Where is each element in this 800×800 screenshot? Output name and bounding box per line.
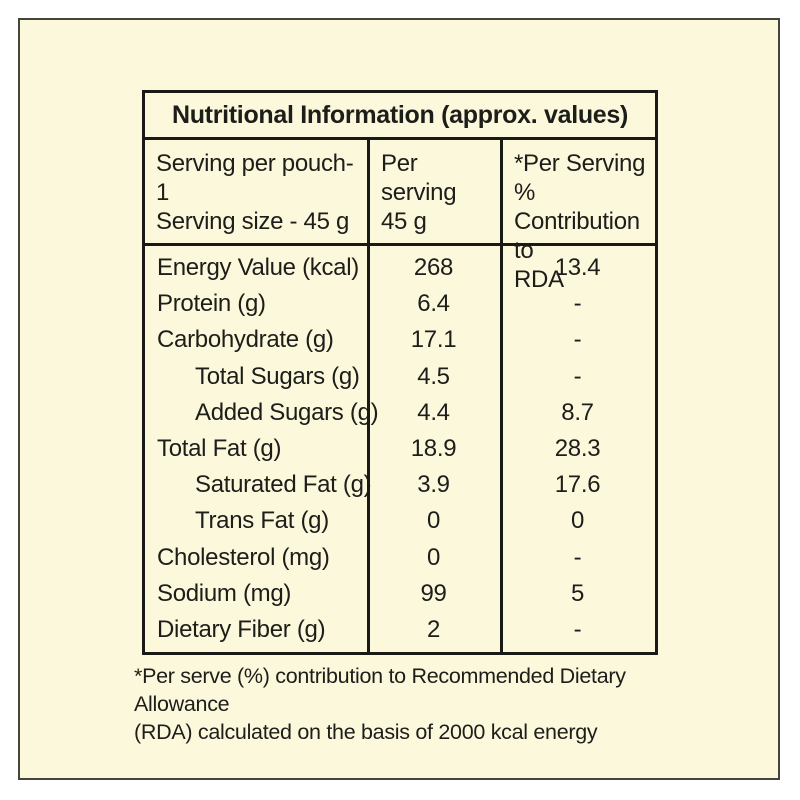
row-per-serving-value: 268 [413,254,454,282]
row-label: Sodium (mg) [157,579,292,607]
row-per-serving-value: 6.4 [417,290,450,318]
row-label: Protein (g) [157,290,266,318]
row-label: Energy Value (kcal) [157,254,359,282]
table-row-sodium: Sodium (mg) 99 5 [145,576,655,612]
label-frame: Nutritional Information (approx. values)… [18,18,780,780]
table-row-cholesterol: Cholesterol (mg) 0 - [145,540,655,576]
table-row-protein: Protein (g) 6.4 - [145,286,655,322]
row-per-serving-value: 0 [426,543,441,571]
row-label: Total Fat (g) [157,435,282,463]
row-rda-value: 8.7 [561,398,594,426]
row-label: Carbohydrate (g) [157,326,334,354]
header-serving-info: Serving per pouch-1 Serving size - 45 g [145,140,367,294]
row-label: Cholesterol (mg) [157,543,330,571]
serving-size-text: Serving size - 45 g [156,208,350,235]
row-label: Trans Fat (g) [195,507,329,535]
nutrition-table: Nutritional Information (approx. values)… [142,90,658,655]
table-title: Nutritional Information (approx. values) [171,100,629,129]
table-row-trans-fat: Trans Fat (g) 0 0 [145,503,655,539]
per-serving-text: Per serving [381,150,457,206]
per-serving-amount-text: 45 g [381,208,427,235]
row-per-serving-value: 18.9 [410,435,457,463]
row-rda-value: 5 [570,579,585,607]
table-row-energy: Energy Value (kcal) 268 13.4 [145,250,655,286]
row-per-serving-value: 4.5 [417,362,450,390]
footnote-line1: *Per serve (%) contribution to Recommend… [134,664,626,716]
row-label: Saturated Fat (g) [195,471,372,499]
row-per-serving-value: 2 [426,615,441,643]
rda-header-line2: Contribution to [514,208,640,264]
row-label: Dietary Fiber (g) [157,615,326,643]
table-title-row: Nutritional Information (approx. values) [145,93,655,140]
serving-per-pouch-text: Serving per pouch-1 [156,150,354,206]
row-rda-value: - [573,290,582,318]
row-rda-value: - [573,326,582,354]
table-header-row: Serving per pouch-1 Serving size - 45 g … [145,140,655,294]
row-label: Total Sugars (g) [195,362,360,390]
row-per-serving-value: 17.1 [410,326,457,354]
table-row-total-fat: Total Fat (g) 18.9 28.3 [145,431,655,467]
row-per-serving-value: 4.4 [417,398,450,426]
rda-header-line3: RDA [514,266,564,293]
row-rda-value: 28.3 [554,435,601,463]
row-rda-value: - [573,615,582,643]
row-rda-value: 0 [570,507,585,535]
row-rda-value: - [573,543,582,571]
row-rda-value: 17.6 [554,471,601,499]
table-row-saturated-fat: Saturated Fat (g) 3.9 17.6 [145,467,655,503]
table-row-carbohydrate: Carbohydrate (g) 17.1 - [145,322,655,358]
row-rda-value: 13.4 [554,254,601,282]
table-row-total-sugars: Total Sugars (g) 4.5 - [145,359,655,395]
footnote-line2: (RDA) calculated on the basis of 2000 kc… [134,720,598,744]
table-row-dietary-fiber: Dietary Fiber (g) 2 - [145,612,655,648]
row-label: Added Sugars (g) [195,398,379,426]
table-row-added-sugars: Added Sugars (g) 4.4 8.7 [145,395,655,431]
header-rda-contribution: *Per Serving % Contribution to RDA [500,140,655,294]
row-per-serving-value: 3.9 [417,471,450,499]
rda-footnote: *Per serve (%) contribution to Recommend… [134,662,694,746]
row-rda-value: - [573,362,582,390]
row-per-serving-value: 0 [426,507,441,535]
rda-header-line1: *Per Serving % [514,150,646,206]
table-body: Energy Value (kcal) 268 13.4 Protein (g)… [145,246,655,652]
row-per-serving-value: 99 [420,579,447,607]
header-per-serving: Per serving 45 g [367,140,500,294]
